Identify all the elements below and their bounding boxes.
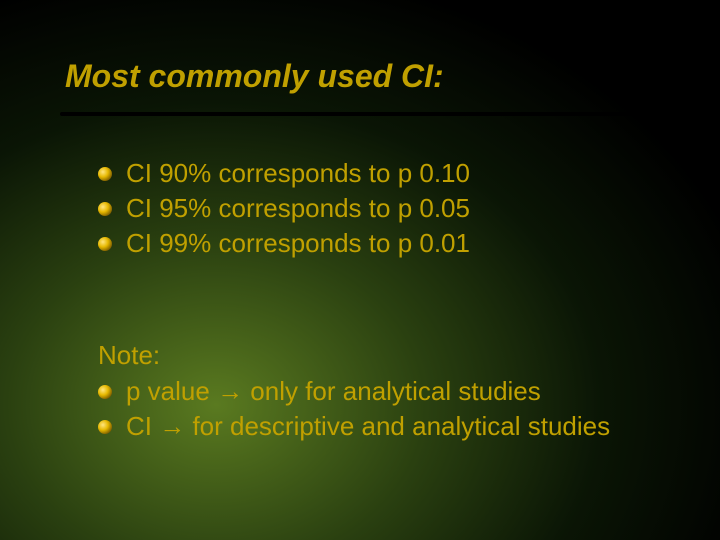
list-item-text: CI 99% corresponds to p 0.01 [126,228,470,259]
note-label: Note: [98,340,160,371]
list-item: CI 99% corresponds to p 0.01 [98,228,470,259]
slide: Most commonly used CI: CI 90% correspond… [0,0,720,540]
list-item: CI 90% corresponds to p 0.10 [98,158,470,189]
bullet-icon [98,420,112,434]
bullet-icon [98,237,112,251]
ci-list: CI 90% corresponds to p 0.10 CI 95% corr… [98,158,470,263]
bullet-icon [98,385,112,399]
list-item-text: p value → only for analytical studies [126,376,541,407]
slide-title: Most commonly used CI: [65,58,444,95]
bullet-icon [98,167,112,181]
note-list: p value → only for analytical studies CI… [98,376,610,446]
list-item: CI 95% corresponds to p 0.05 [98,193,470,224]
list-item-text: CI 90% corresponds to p 0.10 [126,158,470,189]
title-underline [60,112,660,116]
list-item-text: CI 95% corresponds to p 0.05 [126,193,470,224]
list-item: CI → for descriptive and analytical stud… [98,411,610,442]
bullet-icon [98,202,112,216]
list-item-text: CI → for descriptive and analytical stud… [126,411,610,442]
list-item: p value → only for analytical studies [98,376,610,407]
